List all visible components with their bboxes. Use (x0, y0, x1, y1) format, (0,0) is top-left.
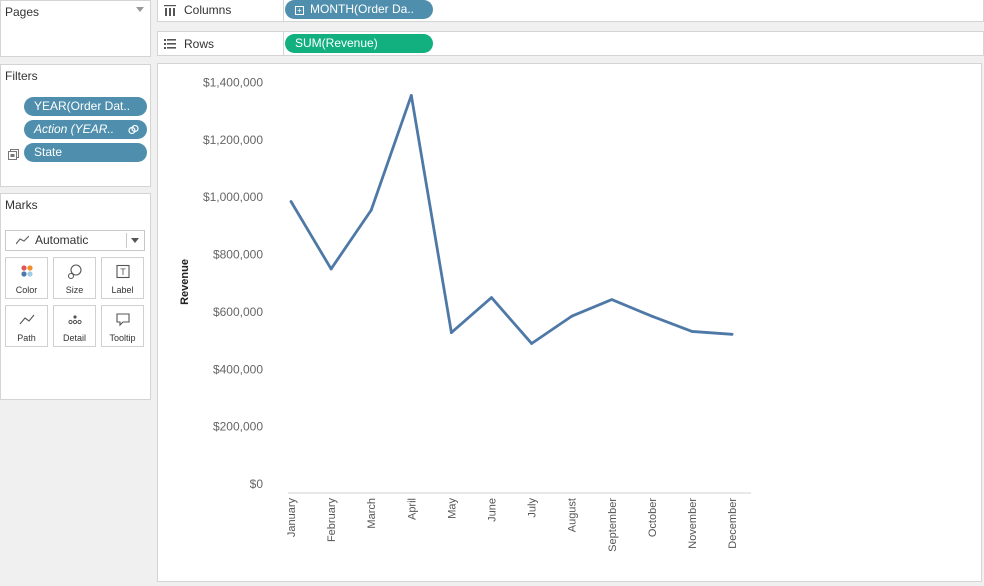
marks-button-label: Size (65, 285, 84, 295)
data-point-november[interactable] (690, 330, 694, 333)
x-tick-label: May (446, 498, 458, 519)
rows-pill-sum-revenue[interactable]: SUM(Revenue) (285, 34, 433, 53)
marks-detail-button[interactable]: Detail (53, 305, 96, 347)
y-tick-label: $0 (250, 477, 264, 491)
x-tick-label: January (286, 498, 298, 538)
filter-pill-label: Action (YEAR.. (34, 122, 115, 136)
filter-pill-state[interactable]: State (24, 143, 147, 162)
filter-pill-label: YEAR(Order Dat.. (34, 99, 131, 113)
marks-color-button[interactable]: Color (5, 257, 48, 299)
chart-card: Revenue $0 $200,000 $400,000 $600,000 $800,0… (157, 63, 982, 582)
y-tick-label: $1,400,000 (203, 76, 263, 90)
context-filter-icon (8, 149, 19, 160)
data-point-december[interactable] (730, 332, 734, 336)
marks-title: Marks (5, 198, 38, 212)
size-icon (67, 264, 82, 280)
line-mark-icon (16, 235, 29, 245)
rows-pill-label: SUM(Revenue) (295, 36, 378, 50)
data-point-april[interactable] (409, 94, 413, 97)
detail-icon (68, 315, 82, 325)
y-axis-ticks: $0 $200,000 $400,000 $600,000 $800,000 $1,000… (203, 76, 263, 492)
x-tick-label: August (567, 498, 579, 532)
revenue-line-chart[interactable]: Revenue $0 $200,000 $400,000 $600,000 $800,0… (158, 64, 981, 581)
filter-pill-label: State (34, 145, 63, 159)
x-tick-label: December (727, 498, 739, 549)
x-tick-label: July (527, 498, 539, 518)
columns-pill-month-order-date[interactable]: + MONTH(Order Da.. (285, 0, 433, 19)
y-tick-label: $1,000,000 (203, 190, 263, 204)
data-point-may[interactable] (450, 331, 453, 334)
y-tick-label: $200,000 (213, 420, 263, 434)
filter-pill-action-year[interactable]: Action (YEAR.. (24, 120, 147, 139)
data-point-july[interactable] (530, 342, 533, 345)
shelf-divider (283, 32, 284, 55)
mark-type-dropdown[interactable]: Automatic (5, 230, 145, 251)
left-panel: Pages Filters YEAR(Order Dat.. Action (Y… (0, 0, 151, 583)
columns-shelf-label: Columns (184, 3, 232, 17)
marks-button-label: Label (111, 285, 134, 295)
pages-card: Pages (0, 0, 151, 57)
data-point-march[interactable] (369, 208, 373, 212)
x-tick-label: March (366, 498, 378, 529)
marks-button-label: Path (17, 333, 36, 343)
x-tick-label: February (326, 498, 338, 543)
data-point-august[interactable] (570, 314, 574, 318)
label-icon: T (116, 264, 130, 279)
expand-plus-icon[interactable]: + (295, 6, 304, 15)
pages-title: Pages (5, 5, 40, 19)
x-axis-ticks: January February March April May June July Augu… (286, 498, 739, 552)
columns-pill-label: MONTH(Order Da.. (310, 2, 415, 16)
columns-icon (164, 5, 176, 16)
tooltip-icon (116, 313, 130, 327)
marks-label-button[interactable]: T Label (101, 257, 144, 299)
chevron-down-icon[interactable] (131, 238, 139, 243)
x-tick-label: November (687, 498, 699, 549)
y-tick-label: $400,000 (213, 362, 263, 376)
marks-card: Marks Automatic Color Size (0, 193, 151, 400)
marks-tooltip-button[interactable]: Tooltip (101, 305, 144, 347)
y-tick-label: $600,000 (213, 305, 263, 319)
data-point-january[interactable] (289, 200, 293, 203)
path-icon (19, 314, 35, 325)
shelf-divider (283, 0, 284, 21)
x-tick-label: June (487, 498, 499, 522)
data-point-october[interactable] (650, 314, 654, 318)
y-tick-label: $1,200,000 (203, 133, 263, 147)
marks-button-label: Detail (62, 333, 86, 343)
y-axis-label: Revenue (179, 259, 191, 305)
y-tick-label: $800,000 (213, 248, 263, 262)
filters-card[interactable]: Filters YEAR(Order Dat.. Action (YEAR.. … (0, 64, 151, 187)
dropdown-divider (126, 233, 127, 248)
color-icon (21, 265, 33, 277)
marks-button-label: Tooltip (109, 333, 136, 343)
data-point-february[interactable] (329, 267, 333, 271)
mark-type-label: Automatic (35, 233, 89, 247)
revenue-series (289, 94, 734, 345)
marks-button-label: Color (15, 285, 38, 295)
marks-size-button[interactable]: Size (53, 257, 96, 299)
filters-title: Filters (5, 69, 38, 83)
link-icon (128, 124, 139, 135)
rows-shelf[interactable]: Rows SUM(Revenue) (157, 31, 984, 56)
data-point-september[interactable] (610, 298, 614, 301)
columns-shelf[interactable]: Columns + MONTH(Order Da.. (157, 0, 984, 22)
filter-pill-year-order-date[interactable]: YEAR(Order Dat.. (24, 97, 147, 116)
revenue-line[interactable] (289, 94, 733, 345)
rows-icon (164, 39, 176, 49)
svg-text:T: T (120, 267, 126, 277)
x-tick-label: April (406, 498, 418, 520)
data-point-june[interactable] (490, 296, 493, 299)
rows-shelf-label: Rows (184, 37, 215, 51)
x-tick-label: October (647, 498, 659, 537)
x-tick-label: September (607, 498, 619, 552)
pages-dropdown-arrow-icon[interactable] (136, 7, 144, 12)
marks-path-button[interactable]: Path (5, 305, 48, 347)
